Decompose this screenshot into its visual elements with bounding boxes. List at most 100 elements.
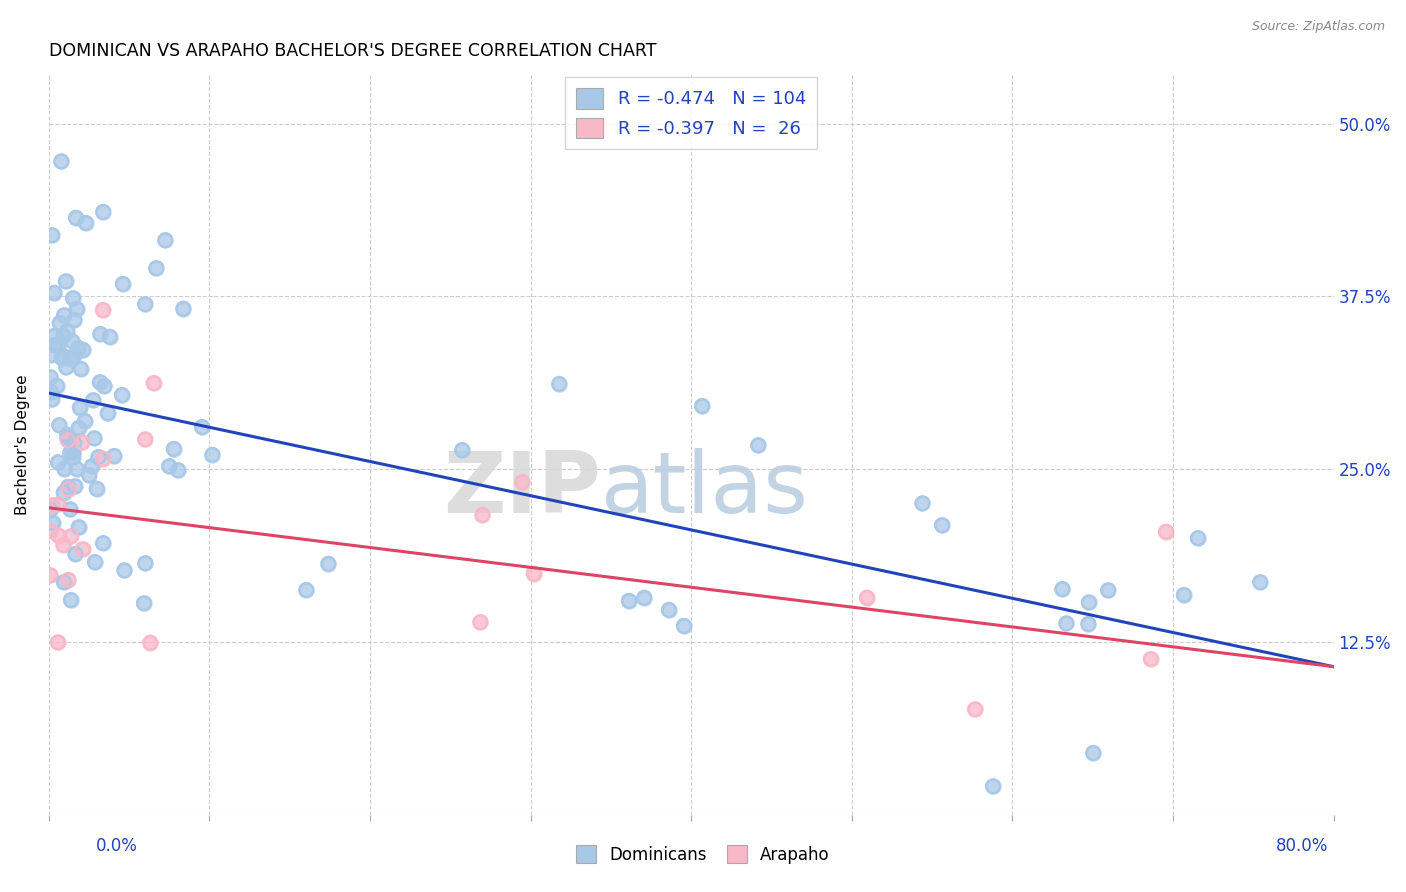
Point — [63, 313, 86, 327]
Point — [72, 435, 94, 450]
Point — [191, 420, 214, 434]
Point — [48, 529, 70, 543]
Point — [51, 348, 73, 362]
Point — [1249, 575, 1271, 590]
Point — [471, 508, 494, 522]
Point — [114, 564, 136, 578]
Point — [80, 459, 103, 474]
Point — [59, 593, 82, 607]
Point — [59, 502, 82, 516]
Point — [72, 542, 94, 557]
Point — [911, 496, 934, 510]
Point — [39, 568, 62, 582]
Point — [690, 399, 713, 413]
Text: Source: ZipAtlas.com: Source: ZipAtlas.com — [1251, 20, 1385, 33]
Point — [39, 524, 62, 538]
Point — [63, 313, 86, 327]
Point — [41, 228, 63, 243]
Point — [633, 591, 655, 605]
Point — [41, 499, 63, 513]
Point — [62, 349, 84, 363]
Point — [451, 442, 474, 457]
Point — [963, 702, 986, 716]
Point — [73, 414, 96, 428]
Point — [72, 435, 94, 450]
Point — [1052, 582, 1074, 596]
Point — [52, 328, 75, 343]
Point — [45, 378, 67, 392]
Point — [62, 445, 84, 459]
Point — [59, 445, 82, 459]
Point — [41, 392, 63, 407]
Point — [98, 329, 121, 343]
Point — [134, 433, 156, 447]
Point — [470, 615, 492, 629]
Point — [191, 420, 214, 434]
Point — [66, 462, 89, 476]
Point — [163, 442, 186, 456]
Point — [46, 635, 69, 649]
Point — [52, 485, 75, 500]
Point — [69, 361, 91, 376]
Point — [62, 450, 84, 465]
Point — [658, 603, 681, 617]
Point — [142, 376, 165, 391]
Point — [931, 518, 953, 533]
Point — [59, 529, 82, 543]
Point — [981, 779, 1004, 793]
Point — [46, 635, 69, 649]
Point — [157, 459, 180, 474]
Point — [62, 291, 84, 305]
Point — [52, 575, 75, 590]
Point — [134, 297, 156, 311]
Point — [62, 291, 84, 305]
Point — [163, 442, 186, 456]
Point — [1139, 652, 1161, 666]
Point — [46, 455, 69, 469]
Point — [56, 324, 79, 338]
Point — [93, 379, 115, 393]
Point — [91, 303, 114, 318]
Point — [86, 482, 108, 496]
Point — [59, 502, 82, 516]
Point — [1139, 652, 1161, 666]
Point — [75, 216, 97, 230]
Point — [55, 274, 77, 288]
Point — [1054, 616, 1077, 631]
Point — [856, 591, 879, 605]
Y-axis label: Bachelor's Degree: Bachelor's Degree — [15, 375, 30, 516]
Point — [82, 393, 104, 408]
Point — [51, 351, 73, 366]
Point — [1173, 588, 1195, 602]
Point — [1097, 583, 1119, 598]
Point — [451, 442, 474, 457]
Point — [52, 575, 75, 590]
Point — [41, 516, 63, 530]
Point — [52, 308, 75, 322]
Point — [41, 348, 63, 362]
Point — [658, 603, 681, 617]
Point — [44, 338, 66, 352]
Point — [56, 430, 79, 444]
Legend: R = -0.474   N = 104, R = -0.397   N =  26: R = -0.474 N = 104, R = -0.397 N = 26 — [565, 77, 817, 149]
Point — [46, 497, 69, 511]
Point — [98, 329, 121, 343]
Point — [91, 204, 114, 219]
Point — [470, 615, 492, 629]
Point — [39, 502, 62, 516]
Point — [1077, 595, 1099, 609]
Point — [318, 557, 340, 571]
Point — [1187, 531, 1209, 545]
Point — [44, 328, 66, 343]
Point — [72, 343, 94, 357]
Point — [56, 430, 79, 444]
Point — [83, 555, 105, 569]
Text: 0.0%: 0.0% — [96, 837, 138, 855]
Point — [45, 378, 67, 392]
Point — [201, 448, 224, 462]
Point — [132, 596, 155, 610]
Point — [53, 461, 76, 475]
Point — [690, 399, 713, 413]
Point — [48, 316, 70, 330]
Point — [931, 518, 953, 533]
